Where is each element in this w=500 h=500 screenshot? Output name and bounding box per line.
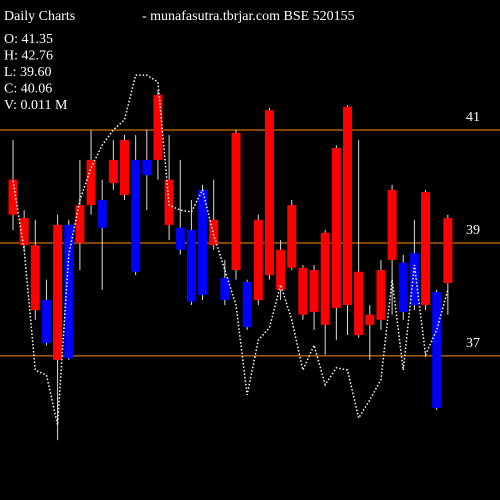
candle-body <box>164 179 174 225</box>
candle-body <box>175 227 185 250</box>
candle-body <box>108 159 118 184</box>
candle-body <box>387 189 397 260</box>
candle-body <box>75 205 85 243</box>
info-line: O: 41.35 <box>4 32 53 47</box>
candle-body <box>186 229 196 302</box>
candle-body <box>343 106 352 306</box>
candle-body <box>30 245 40 311</box>
candle-body <box>19 218 29 246</box>
candle-body <box>443 218 453 284</box>
candle-body <box>41 300 51 343</box>
candle-body <box>53 224 63 360</box>
candle-body <box>231 132 241 271</box>
y-tick-label: 39 <box>466 223 480 238</box>
chart-title: Daily Charts <box>4 9 75 24</box>
candle-body <box>432 292 442 408</box>
candle-body <box>8 179 18 215</box>
candle-body <box>309 270 319 312</box>
candle-body <box>409 253 419 306</box>
average-line <box>12 74 449 426</box>
candle-body <box>64 224 74 359</box>
candle-body <box>320 232 330 325</box>
candle-body <box>365 314 375 325</box>
candle-body <box>398 262 408 312</box>
candle-body <box>298 267 308 315</box>
candle-body <box>209 219 219 246</box>
candle-body <box>276 249 286 290</box>
info-line: V: 0.011 M <box>4 98 68 113</box>
candle-body <box>198 189 208 295</box>
candle-body <box>97 200 107 228</box>
candle-body <box>354 271 364 336</box>
candle-body <box>264 110 274 276</box>
info-line: C: 40.06 <box>4 82 52 97</box>
candle-body <box>376 270 386 320</box>
candle-body <box>421 192 431 306</box>
candle-body <box>287 205 297 268</box>
candle-body <box>142 159 152 176</box>
candle-body <box>131 159 141 272</box>
info-line: L: 39.60 <box>4 65 51 80</box>
y-tick-label: 37 <box>466 336 480 351</box>
candle-body <box>331 148 341 308</box>
candle-body <box>153 94 163 160</box>
candle-body <box>120 140 129 195</box>
candle-body <box>242 281 252 328</box>
info-line: H: 42.76 <box>4 49 53 64</box>
candle-body <box>253 219 263 300</box>
y-tick-label: 41 <box>466 110 480 125</box>
candle-body <box>220 277 230 300</box>
chart-subtitle: - munafasutra.tbrjar.com BSE 520155 <box>142 9 355 24</box>
candle-body <box>86 159 96 206</box>
